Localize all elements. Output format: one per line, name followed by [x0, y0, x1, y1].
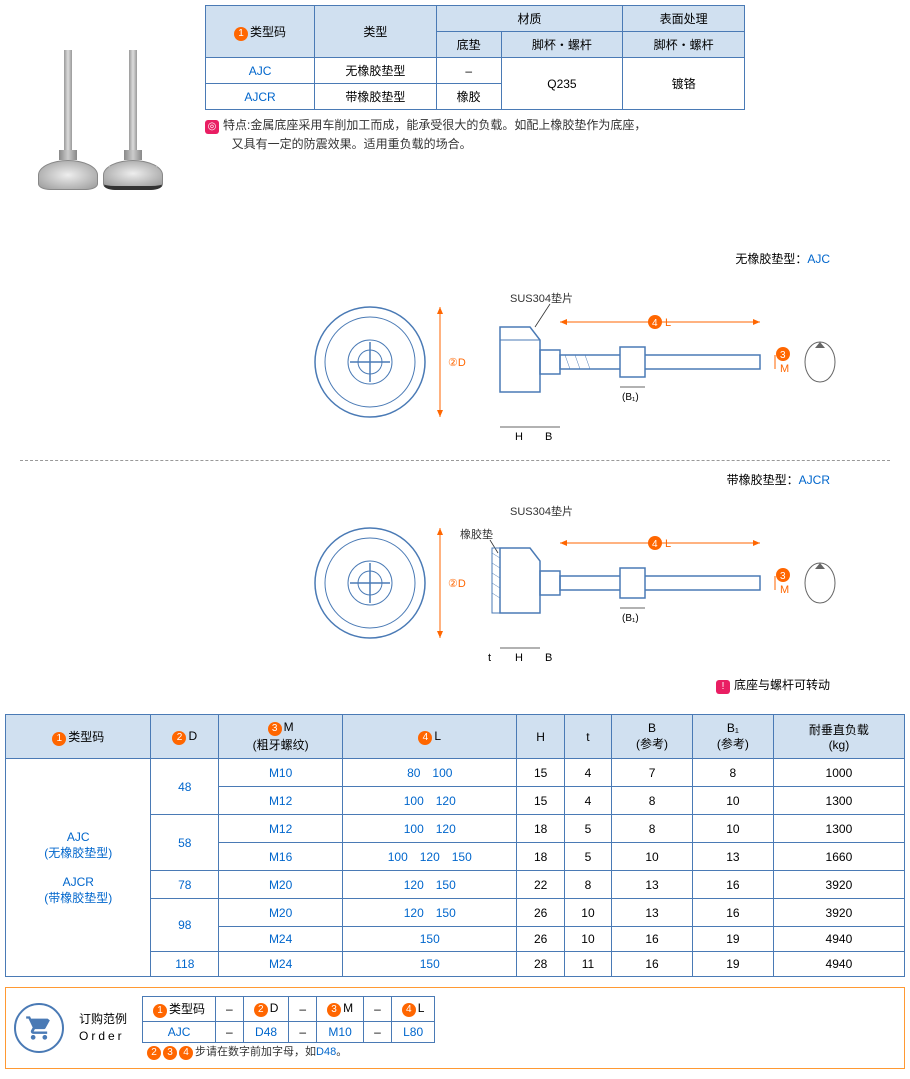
diagram1-svg: ②D SUS304垫片 4 L 3 M: [20, 272, 890, 452]
cell-ajc-pad: –: [436, 58, 501, 84]
diagram-ajc: 无橡胶垫型：AJC ②D SUS304垫片: [20, 250, 890, 450]
svg-text:B: B: [545, 431, 552, 443]
feature-line2: 又具有一定的防震效果。适用重负载的场合。: [232, 137, 472, 151]
cell-t: 4: [564, 759, 611, 787]
note-icon: !: [716, 680, 730, 694]
cell-m: M10: [219, 759, 343, 787]
order-label: 订购范例Order: [79, 1011, 127, 1045]
feature-icon: ◎: [205, 120, 219, 134]
header-material: 材质: [436, 6, 623, 32]
svg-text:4: 4: [652, 539, 658, 550]
order-table: 1类型码 – 2D – 3M – 4L AJC – D48 – M10 – L8…: [142, 996, 435, 1043]
material-table: 1类型码 类型 材质 表面处理 底垫 脚杯・螺杆 脚杯・螺杆 AJC 无橡胶垫型…: [205, 5, 745, 110]
rotate-note-text: 底座与螺杆可转动: [734, 678, 830, 692]
cell-l: 80 100: [343, 759, 517, 787]
th-load-sub: (kg): [829, 738, 850, 752]
svg-text:M: M: [780, 363, 789, 375]
th-b1: B₁: [727, 721, 739, 735]
svg-text:橡胶垫: 橡胶垫: [460, 527, 493, 541]
th-m-sub: (粗牙螺纹): [253, 738, 309, 752]
header-bottom-pad: 底垫: [436, 32, 501, 58]
svg-text:3: 3: [780, 571, 786, 582]
diag2-title-code: AJCR: [799, 473, 830, 487]
cell-ajcr-type: 带橡胶垫型: [315, 84, 437, 110]
th-h: H: [517, 715, 564, 759]
svg-text:(B₁): (B₁): [622, 392, 639, 403]
svg-text:②D: ②D: [448, 578, 466, 590]
spec-table: 1类型码 2D 3M(粗牙螺纹) 4L H t B(参考) B₁(参考) 耐垂直…: [5, 714, 905, 977]
diagram-ajcr: 带橡胶垫型：AJCR ②D SUS304垫片 橡胶垫: [20, 471, 890, 671]
order-section: 订购范例Order 1类型码 – 2D – 3M – 4L AJC – D48 …: [5, 987, 905, 1069]
cell-surface: 镀铬: [623, 58, 745, 110]
cell-ajc-type: 无橡胶垫型: [315, 58, 437, 84]
th-t: t: [564, 715, 611, 759]
svg-text:(B₁): (B₁): [622, 613, 639, 624]
th-load: 耐垂直负载: [809, 723, 869, 737]
diag1-title-prefix: 无橡胶垫型：: [735, 252, 807, 266]
cell-load: 1000: [773, 759, 904, 787]
diagrams-section: 无橡胶垫型：AJC ②D SUS304垫片: [0, 240, 910, 704]
product-photo: [5, 5, 195, 235]
cell-material: Q235: [501, 58, 623, 110]
th-type-code: 类型码: [68, 730, 104, 744]
cell-ajcr-pad: 橡胶: [436, 84, 501, 110]
feature-label: 特点:: [223, 118, 250, 132]
diag2-title-prefix: 带橡胶垫型：: [727, 473, 799, 487]
svg-text:②D: ②D: [448, 357, 466, 369]
svg-text:SUS304垫片: SUS304垫片: [510, 504, 573, 518]
header-type-code: 类型码: [250, 25, 286, 39]
header-cup-rod2: 脚杯・螺杆: [623, 32, 745, 58]
cell-d: 48: [151, 759, 219, 815]
svg-text:t: t: [488, 652, 491, 664]
svg-text:3: 3: [780, 350, 786, 361]
th-m: M: [284, 720, 294, 734]
num-1-icon: 1: [234, 27, 248, 41]
th-d: D: [188, 729, 197, 743]
feature-text: ◎ 特点:金属底座采用车削加工而成，能承受很大的负载。如配上橡胶垫作为底座， 又具…: [205, 116, 905, 154]
cell-ajc-code: AJC: [206, 58, 315, 84]
feature-line1: 金属底座采用车削加工而成，能承受很大的负载。如配上橡胶垫作为底座，: [250, 118, 646, 132]
cell-b1: 8: [692, 759, 773, 787]
th-b1-sub: (参考): [717, 737, 749, 751]
cell-b: 7: [612, 759, 693, 787]
svg-text:M: M: [780, 584, 789, 596]
svg-text:H: H: [515, 431, 523, 443]
header-cup-rod: 脚杯・螺杆: [501, 32, 623, 58]
th-l: L: [434, 729, 441, 743]
svg-text:L: L: [665, 538, 671, 550]
top-section: 1类型码 类型 材质 表面处理 底垫 脚杯・螺杆 脚杯・螺杆 AJC 无橡胶垫型…: [0, 0, 910, 240]
order-note: 234步请在数字前加字母，如D48。: [147, 1043, 435, 1060]
header-surface: 表面处理: [623, 6, 745, 32]
svg-text:L: L: [665, 317, 671, 329]
svg-text:H: H: [515, 652, 523, 664]
svg-text:4: 4: [652, 318, 658, 329]
cart-icon: [14, 1003, 64, 1053]
svg-text:B: B: [545, 652, 552, 664]
cell-ajcr-code: AJCR: [206, 84, 315, 110]
diagram2-svg: ②D SUS304垫片 橡胶垫 4 L 3 M (: [20, 493, 890, 673]
th-b: B: [648, 721, 656, 735]
header-type: 类型: [315, 6, 437, 58]
cell-h: 15: [517, 759, 564, 787]
th-b-sub: (参考): [636, 737, 668, 751]
table-row: AJC(无橡胶垫型) AJCR(带橡胶垫型) 48 M10 80 100 15 …: [6, 759, 905, 787]
svg-text:SUS304垫片: SUS304垫片: [510, 291, 573, 305]
rotate-note: ! 底座与螺杆可转动: [20, 676, 890, 694]
diag1-title-code: AJC: [807, 252, 830, 266]
